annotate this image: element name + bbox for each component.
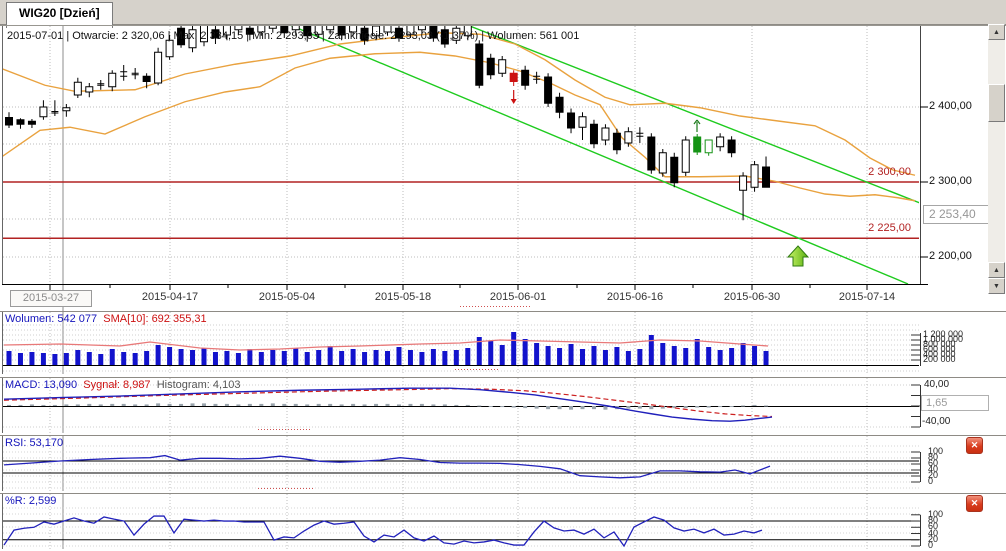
- close-wr-panel-button[interactable]: ✕: [966, 495, 983, 512]
- rsi-panel-header: RSI: 53,170: [5, 437, 63, 449]
- tab-wig20-dzien[interactable]: WIG20 [Dzień]: [6, 2, 113, 28]
- macd-signal-label: Sygnał: 8,987: [83, 379, 151, 391]
- arrow-up-icon: ▲: [993, 29, 1000, 36]
- last-price-box: 2 253,40: [923, 205, 996, 224]
- arrow-down-icon: ▼: [993, 283, 1000, 290]
- close-icon: ✕: [970, 440, 979, 450]
- scroll-up-button[interactable]: ▲: [988, 24, 1005, 40]
- macd-label: MACD: 13,090: [5, 379, 78, 391]
- scroll-step-down-button[interactable]: ▼: [988, 278, 1005, 294]
- scroll-step-up-button[interactable]: ▲: [988, 262, 1005, 278]
- macd-value-box: 1,65: [921, 395, 989, 411]
- scrollbar-thumb[interactable]: [988, 84, 1005, 122]
- volume-panel-header: Wolumen: 542 077 SMA[10]: 692 355,31: [5, 313, 207, 325]
- tab-bar: WIG20 [Dzień]: [0, 0, 1006, 28]
- volume-label: Wolumen: 542 077: [5, 313, 98, 325]
- wr-panel-header: %R: 2,599: [5, 495, 56, 507]
- rsi-label: RSI: 53,170: [5, 437, 64, 449]
- ohlc-info-bar: 2015-07-01 | Otwarcie: 2 320,06 | Max: 2…: [7, 30, 580, 42]
- close-rsi-panel-button[interactable]: ✕: [966, 437, 983, 454]
- macd-histogram-label: Histogram: 4,103: [156, 379, 241, 391]
- close-icon: ✕: [970, 498, 979, 508]
- arrow-up-icon: ▲: [993, 267, 1000, 274]
- macd-panel-header: MACD: 13,090 Sygnał: 8,987 Histogram: 4,…: [5, 379, 240, 391]
- price-scrollbar[interactable]: ▲ ▲ ▼: [988, 24, 1005, 294]
- volume-sma-label: SMA[10]: 692 355,31: [103, 313, 207, 325]
- wr-label: %R: 2,599: [5, 495, 57, 507]
